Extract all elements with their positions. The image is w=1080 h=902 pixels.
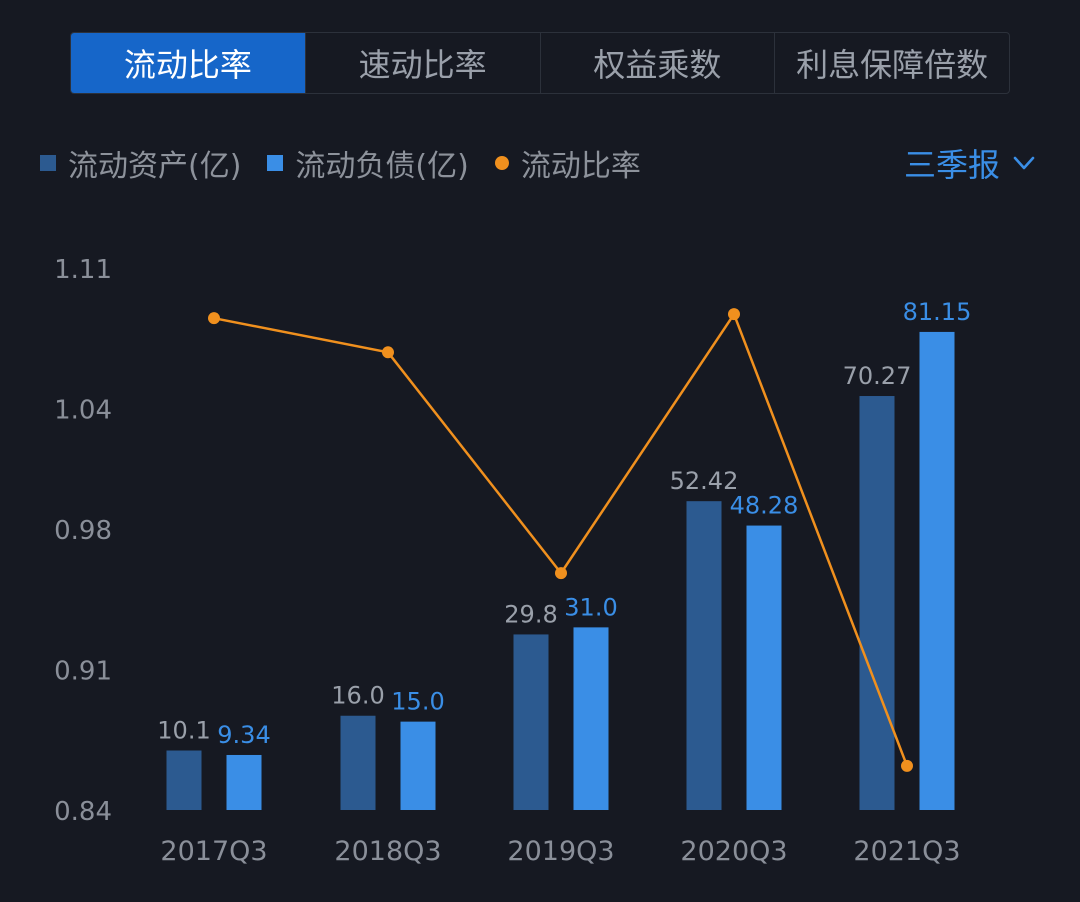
bar-current-liabilities (573, 627, 609, 810)
data-label-current-assets: 52.42 (670, 467, 739, 495)
tab-equity-multiplier[interactable]: 权益乘数 (541, 33, 776, 93)
ratio-point (382, 346, 394, 359)
legend-label-current-liabilities: 流动负债(亿) (295, 149, 469, 184)
data-label-current-liabilities: 15.0 (391, 688, 444, 716)
legend-item-current-liabilities: 流动负债(亿) (267, 141, 469, 185)
tab-current-ratio[interactable]: 流动比率 (71, 33, 306, 93)
ratio-point (208, 312, 220, 325)
ratio-point (901, 759, 913, 772)
data-label-current-assets: 10.1 (157, 716, 210, 744)
bar-current-assets (340, 715, 376, 810)
data-label-current-liabilities: 31.0 (564, 593, 617, 621)
data-label-current-assets: 16.0 (331, 682, 384, 710)
y-tick-label: 1.04 (54, 396, 112, 426)
bar-current-assets (513, 634, 549, 810)
bar-current-liabilities (226, 754, 262, 810)
period-selector-label: 三季报 (903, 146, 1000, 184)
legend-swatch-current-liabilities (267, 155, 284, 171)
ratio-line (213, 312, 909, 767)
ratio-point (555, 567, 567, 580)
tab-quick-ratio[interactable]: 速动比率 (306, 33, 541, 93)
bar-current-assets (166, 750, 202, 810)
y-tick-label: 1.11 (54, 255, 112, 285)
bar-current-liabilities (746, 525, 782, 810)
bar-value-labels: 10.1 16.0 29.8 52.42 70.27 9.34 15.0 31.0 48.28 8… (157, 298, 971, 749)
legend-label-current-assets: 流动资产(亿) (68, 149, 242, 184)
chevron-down-icon (1013, 156, 1035, 170)
legend-item-current-ratio: 流动比率 (494, 141, 641, 185)
bar-current-liabilities (919, 331, 955, 810)
bar-current-liabilities (400, 721, 436, 810)
bar-current-assets (686, 501, 722, 810)
legend-swatch-current-ratio (494, 156, 509, 170)
data-label-current-liabilities: 9.34 (217, 721, 270, 749)
bar-series (166, 331, 955, 810)
y-tick-label: 0.84 (54, 797, 112, 827)
data-label-current-assets: 70.27 (843, 362, 912, 390)
legend-item-current-assets: 流动资产(亿) (40, 141, 241, 185)
bar-current-assets (859, 396, 895, 810)
data-label-current-assets: 29.8 (504, 600, 557, 628)
legend-swatch-current-assets (40, 155, 56, 171)
x-tick-label: 2021Q3 (853, 836, 960, 867)
y-tick-label: 0.98 (54, 516, 112, 546)
y-axis-ticks: 1.11 1.04 0.98 0.91 0.84 (54, 255, 112, 827)
data-label-current-liabilities: 48.28 (730, 492, 799, 520)
tab-interest-coverage[interactable]: 利息保障倍数 (796, 46, 989, 84)
x-tick-label: 2017Q3 (160, 836, 267, 867)
metric-tabs: 流动比率 速动比率 权益乘数 利息保障倍数 (70, 32, 1010, 94)
legend-label-current-ratio: 流动比率 (520, 149, 641, 184)
x-tick-label: 2019Q3 (507, 836, 614, 867)
chart-legend: 流动资产(亿) 流动负债(亿) 流动比率 (40, 140, 667, 186)
period-selector[interactable]: 三季报 (904, 140, 1036, 186)
data-label-current-liabilities: 81.15 (903, 298, 972, 326)
y-tick-label: 0.91 (54, 656, 112, 686)
x-tick-label: 2018Q3 (334, 836, 441, 867)
x-axis-ticks: 2017Q3 2018Q3 2019Q3 2020Q3 2021Q3 (160, 836, 960, 867)
x-tick-label: 2020Q3 (680, 836, 787, 867)
ratio-line-series (208, 308, 913, 772)
ratio-point (728, 308, 740, 321)
